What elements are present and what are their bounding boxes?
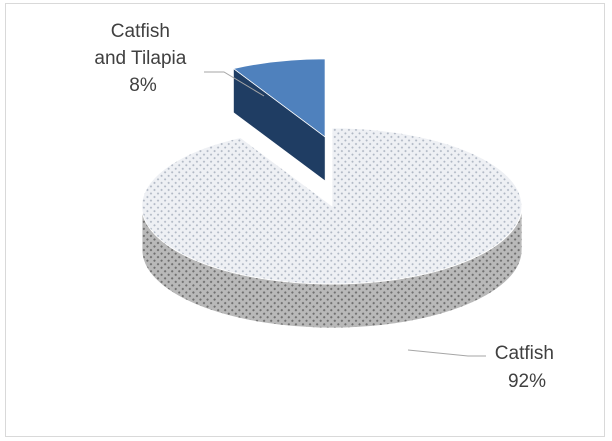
- label-catfish-and-tilapia-line1: Catfish: [111, 21, 170, 42]
- label-catfish-percent: 92%: [508, 371, 546, 392]
- label-catfish: Catfish 92%: [495, 343, 559, 392]
- leader-line-catfish: [407, 349, 486, 357]
- chart-area: Catfish and Tilapia 8% Catfish 92%: [5, 3, 605, 437]
- label-catfish-line1: Catfish: [495, 343, 554, 364]
- label-catfish-and-tilapia-line2: and Tilapia: [94, 48, 186, 69]
- leader-line-catfish-and-tilapia: [204, 71, 265, 97]
- label-catfish-and-tilapia-percent: 8%: [129, 75, 157, 96]
- slice-catfish-and-tilapia: [232, 58, 326, 138]
- label-catfish-and-tilapia: Catfish and Tilapia 8%: [94, 21, 191, 96]
- pie-chart: Catfish and Tilapia 8% Catfish 92%: [94, 21, 559, 392]
- slice-catfish: [141, 127, 523, 285]
